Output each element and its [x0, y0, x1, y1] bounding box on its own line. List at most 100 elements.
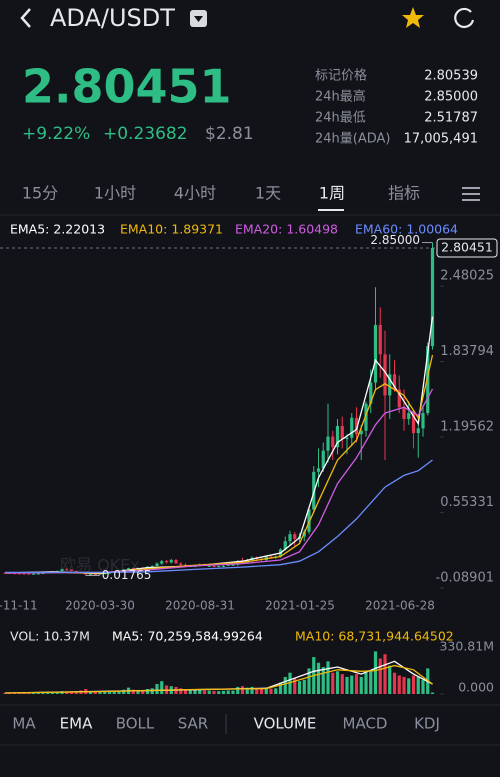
y-tick-label: 0.55331 [440, 495, 494, 510]
indicator-tab[interactable]: KDJ [414, 715, 440, 733]
favorite-star[interactable] [402, 7, 424, 28]
interval-tab[interactable]: 指标 [388, 184, 420, 203]
volume-bar [107, 691, 112, 694]
volume-bar [188, 689, 192, 694]
volume-bar [335, 671, 340, 694]
candle-body [17, 573, 21, 575]
refresh-icon[interactable] [454, 7, 475, 29]
candle-body [373, 324, 378, 383]
volume-bar [46, 692, 50, 694]
volume-bar [302, 679, 306, 694]
indicator-tab[interactable]: VOLUME [254, 715, 317, 733]
candle-body [3, 572, 7, 574]
volume-bar [388, 665, 392, 694]
volume-bar [3, 692, 7, 694]
settings-icon[interactable] [462, 187, 480, 201]
candle-body [416, 428, 420, 434]
candle-body [93, 574, 97, 576]
volume-bar [150, 688, 154, 694]
interval-tab[interactable]: 1小时 [94, 184, 136, 203]
candle-body [217, 565, 221, 568]
volume-bar [155, 684, 159, 694]
x-tick-label: 2021-01-25 [265, 599, 335, 613]
volume-bar [103, 691, 107, 694]
volume-bar [36, 692, 40, 694]
volume-bar [221, 690, 226, 694]
volume-legend: MA10: 68,731,944.64502 [295, 629, 454, 644]
volume-bar [69, 691, 74, 694]
volume-bar [41, 692, 45, 694]
volume-bar [402, 676, 406, 694]
interval-tab[interactable]: 1天 [255, 184, 281, 203]
volume-bar [207, 690, 211, 694]
legend-entry: EMA20: 1.60498 [235, 222, 338, 237]
stat-value: 2.80539 [424, 69, 478, 84]
volume-bar [321, 667, 325, 694]
candle-body [88, 574, 93, 576]
stat-label: 24h量(ADA) [315, 132, 391, 147]
candle-body [354, 417, 359, 435]
y-tick-label: 0.000 [458, 680, 494, 695]
x-tick-label: 2021-06-28 [365, 599, 435, 613]
indicator-tab[interactable]: BOLL [116, 715, 155, 733]
volume-bar [397, 675, 401, 694]
indicator-tab[interactable]: SAR [178, 715, 208, 733]
candle-body [22, 573, 26, 575]
usd-price: $2.81 [205, 124, 254, 144]
interval-tab[interactable]: 15分 [22, 184, 58, 203]
volume-bar [141, 690, 145, 694]
legend-entry: EMA60: 1.00064 [355, 222, 458, 237]
volume-bar [278, 682, 283, 694]
candle-body [164, 561, 169, 563]
volume-bar [31, 693, 36, 694]
volume-bar [288, 672, 292, 694]
candle-body [359, 430, 363, 435]
candle-body [221, 565, 226, 567]
pair-title[interactable]: ADA/USDT [50, 4, 175, 32]
indicator-tab[interactable]: EMA [60, 715, 93, 733]
volume-bar [345, 676, 349, 694]
volume-bar [331, 672, 335, 694]
indicator-tab[interactable]: MA [12, 715, 36, 733]
volume-bar [74, 691, 78, 694]
candle-body [131, 568, 135, 570]
candle-body [103, 573, 107, 575]
last-price-label: 2.80451 [441, 239, 493, 254]
candle-body [316, 468, 321, 472]
legend-entry: EMA10: 1.89371 [120, 222, 223, 237]
watermark: 欧易 OKEx [60, 556, 140, 575]
candle-body [179, 563, 183, 565]
volume-bar [198, 689, 202, 694]
volume-bar [236, 686, 240, 694]
volume-bar [274, 688, 278, 694]
candle-body [183, 564, 188, 566]
volume-bar [217, 691, 221, 694]
change-pct: +9.22% [22, 124, 90, 144]
x-tick-label: -11-11 [0, 599, 38, 613]
candle-body [345, 437, 349, 439]
volume-bar [98, 692, 102, 694]
candle-body [107, 572, 112, 574]
volume-bar [316, 662, 321, 694]
candle-body [407, 413, 411, 419]
interval-tab[interactable]: 4小时 [174, 184, 216, 203]
interval-tab[interactable]: 1周 [319, 184, 345, 203]
volume-bar [326, 661, 330, 694]
volume-bar [17, 693, 21, 694]
indicator-tab[interactable]: MACD [343, 715, 388, 733]
candle-body [169, 560, 173, 563]
y-tick-label: 1.19562 [440, 420, 494, 435]
candle-body [378, 324, 382, 355]
x-tick-label: 2020-08-31 [165, 599, 235, 613]
back-button[interactable] [20, 8, 31, 28]
ema-line [5, 459, 433, 574]
volume-bar [160, 681, 164, 694]
stat-value: 2.85000 [424, 90, 478, 105]
last-price: 2.80451 [22, 60, 232, 114]
candle-body [226, 564, 230, 566]
stat-label: 24h最低 [315, 111, 366, 126]
candle-body [430, 247, 435, 347]
candle-body [397, 389, 401, 408]
volume-bar [145, 689, 150, 694]
legend-entry: EMA5: 2.22013 [10, 222, 105, 237]
